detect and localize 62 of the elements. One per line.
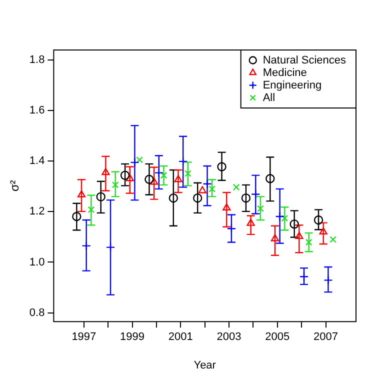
- point: [208, 186, 216, 192]
- point: [232, 184, 240, 191]
- point: [77, 190, 86, 198]
- point: [130, 158, 140, 168]
- point: [136, 156, 143, 164]
- point: [160, 172, 168, 179]
- point: [202, 179, 212, 189]
- y-tick-label: 1.2: [29, 206, 45, 218]
- y-tick-label: 1.4: [29, 155, 45, 168]
- point: [246, 218, 255, 226]
- x-axis-title: Year: [194, 359, 216, 372]
- point: [150, 178, 158, 185]
- x-tick-label: 2003: [216, 331, 242, 344]
- point: [102, 168, 110, 176]
- point: [299, 272, 309, 282]
- y-tick-label: 1.8: [29, 54, 45, 66]
- y-tick-label: 1.6: [29, 104, 45, 117]
- point: [112, 181, 119, 188]
- y-axis-title: σ²: [8, 180, 22, 192]
- point: [281, 214, 288, 222]
- y-tick-label: 0.8: [29, 306, 45, 319]
- point: [319, 227, 328, 235]
- point: [96, 192, 106, 202]
- point: [144, 174, 154, 184]
- point: [154, 168, 164, 178]
- point: [126, 174, 134, 182]
- point: [88, 206, 95, 214]
- point: [314, 215, 324, 225]
- point: [295, 232, 304, 240]
- legend-label: All: [262, 92, 276, 104]
- x-tick-label: 2007: [314, 331, 338, 344]
- point: [270, 234, 280, 242]
- point: [168, 193, 178, 203]
- legend-label: Engineering: [262, 79, 322, 92]
- point: [266, 174, 275, 184]
- x-tick-label: 2001: [168, 331, 193, 344]
- point: [305, 238, 312, 246]
- point: [198, 186, 206, 194]
- point: [241, 193, 251, 203]
- point: [72, 212, 82, 222]
- point: [226, 224, 236, 234]
- point: [178, 156, 188, 166]
- x-tick-label: 1997: [72, 331, 96, 344]
- point: [192, 193, 202, 203]
- point: [217, 162, 226, 172]
- point: [174, 175, 182, 182]
- point: [82, 241, 91, 250]
- point: [120, 170, 130, 180]
- x-tick-label: 1999: [120, 331, 145, 344]
- point: [275, 212, 284, 222]
- y-tick-label: 1.0: [29, 256, 45, 268]
- point: [184, 170, 192, 177]
- point: [324, 276, 333, 285]
- x-tick-label: 2005: [265, 331, 290, 344]
- point: [251, 190, 260, 199]
- legend-label: Natural Sciences: [262, 54, 346, 66]
- point: [257, 205, 264, 212]
- point: [106, 242, 116, 252]
- point: [222, 203, 231, 211]
- legend-label: Medicine: [262, 66, 307, 79]
- point: [330, 236, 336, 243]
- point: [290, 219, 299, 229]
